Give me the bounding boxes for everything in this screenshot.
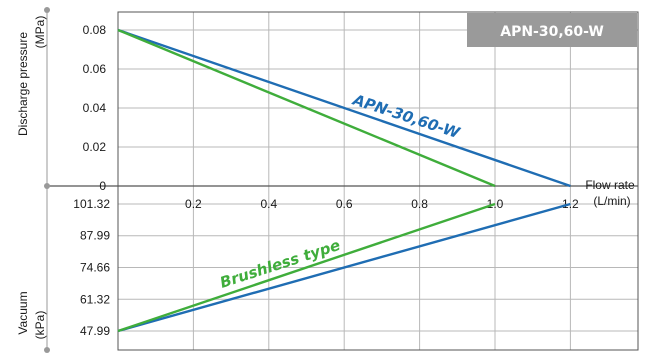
- pressure-tick-label: 0.04: [83, 101, 107, 115]
- series-0-vacuum-line: [117, 202, 571, 333]
- lower-axis-title: Vacuum: [16, 291, 30, 334]
- grid: [118, 12, 638, 350]
- model-badge: [467, 13, 637, 47]
- x-axis-title: Flow rate: [585, 178, 635, 192]
- pressure-tick-label: 0: [99, 179, 106, 193]
- bracket-dot-1: [44, 183, 50, 189]
- plot-frame: [117, 11, 639, 351]
- vacuum-tick-label: 87.99: [80, 229, 110, 243]
- vacuum-tick-label: 61.32: [80, 292, 110, 306]
- series-1-vacuum-line: [117, 202, 496, 333]
- x-tick-label: 0.6: [336, 197, 353, 211]
- tick-labels: 0.2 0.4 0.6 0.8 1.0 1.2 0.08 0.06 0.04 0.02 0 101.3…: [73, 23, 579, 338]
- x-tick-label: 0.4: [260, 197, 277, 211]
- vacuum-tick-label: 101.32: [73, 197, 110, 211]
- series-0-pressure-line: [117, 28, 571, 188]
- vacuum-tick-label: 74.66: [80, 260, 110, 274]
- x-tick-label: 0.8: [411, 197, 428, 211]
- bracket-dot-2: [44, 347, 50, 353]
- pressure-tick-label: 0.08: [83, 23, 107, 37]
- series-1-pressure-line: [117, 28, 496, 188]
- x-tick-label: 1.2: [562, 197, 579, 211]
- x-tick-label: 1.0: [487, 197, 504, 211]
- lower-axis-unit: (kPa): [33, 311, 47, 340]
- pressure-tick-label: 0.06: [83, 62, 107, 76]
- axes: [44, 7, 639, 353]
- series-lines: [117, 28, 571, 333]
- x-axis-unit: (L/min): [593, 194, 630, 208]
- series-label-brushless: Brushless type: [218, 236, 343, 292]
- upper-axis-unit: (MPa): [33, 16, 47, 49]
- x-tick-label: 0.2: [185, 197, 202, 211]
- pressure-tick-label: 0.02: [83, 140, 107, 154]
- bracket-dot-0: [44, 7, 50, 13]
- model-badge-label: APN-30,60-W: [500, 24, 604, 40]
- upper-axis-title: Discharge pressure: [16, 32, 30, 136]
- vacuum-tick-label: 47.99: [80, 324, 110, 338]
